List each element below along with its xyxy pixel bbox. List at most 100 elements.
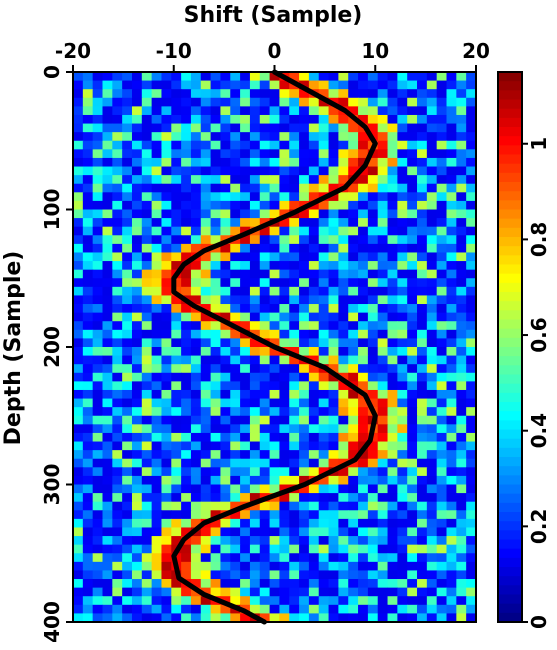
heatmap-cell [171, 450, 182, 460]
heatmap-cell [92, 243, 104, 254]
heatmap-cell [92, 536, 104, 546]
heatmap-cell [259, 450, 271, 460]
heatmap-cell [210, 570, 222, 580]
heatmap-cell [259, 243, 271, 254]
heatmap-cell [397, 381, 408, 391]
heatmap-cell [397, 579, 408, 589]
heatmap-cell [279, 407, 290, 417]
heatmap-cell [200, 398, 212, 408]
heatmap-cell [338, 149, 349, 159]
heatmap-cell [289, 149, 300, 159]
heatmap-cell [102, 450, 113, 460]
heatmap-cell [446, 149, 457, 159]
heatmap-cell [377, 235, 389, 245]
heatmap-cell [367, 364, 379, 374]
heatmap-cell [367, 89, 379, 99]
heatmap-cell [181, 398, 192, 408]
heatmap-cell [377, 329, 389, 339]
heatmap-cell [200, 192, 212, 202]
heatmap-cell [190, 175, 202, 185]
heatmap-cell [112, 209, 123, 219]
heatmap-cell [210, 329, 222, 339]
heatmap-cell [259, 286, 271, 297]
heatmap-cell [92, 261, 104, 271]
heatmap-cell [338, 355, 349, 365]
heatmap-cell [397, 484, 408, 494]
heatmap-cell [279, 114, 290, 125]
heatmap-cell [102, 72, 113, 82]
heatmap-cell [407, 587, 418, 597]
heatmap-cell [318, 209, 330, 219]
heatmap-cell [82, 467, 94, 477]
heatmap-cell [220, 432, 231, 443]
heatmap-cell [417, 441, 428, 451]
heatmap-cell [190, 123, 202, 133]
heatmap-cell [269, 321, 281, 331]
heatmap-cell [122, 579, 133, 589]
heatmap-cell [240, 321, 251, 331]
heatmap-cell [426, 475, 438, 486]
heatmap-cell [456, 278, 467, 288]
heatmap-cell [456, 381, 467, 391]
heatmap-cell [131, 157, 143, 168]
heatmap-cell [466, 613, 477, 623]
heatmap-cell [249, 501, 261, 511]
heatmap-cell [397, 493, 408, 503]
heatmap-cell [308, 269, 320, 279]
heatmap-cell [112, 415, 123, 425]
heatmap-cell [279, 243, 290, 254]
heatmap-cell [318, 450, 330, 460]
heatmap-cell [348, 450, 359, 460]
heatmap-cell [151, 97, 163, 107]
heatmap-cell [230, 570, 241, 580]
heatmap-cell [308, 295, 320, 305]
heatmap-cell [259, 269, 271, 279]
heatmap-cell [348, 97, 359, 107]
heatmap-cell [269, 553, 281, 563]
heatmap-cell [230, 398, 241, 408]
heatmap-cell [299, 475, 310, 486]
heatmap-cell [161, 157, 172, 168]
heatmap-cell [240, 587, 251, 597]
heatmap-cell [181, 518, 192, 529]
heatmap-cell [269, 518, 281, 529]
heatmap-cell [338, 475, 349, 486]
heatmap-cell [112, 269, 123, 279]
heatmap-cell [426, 123, 438, 133]
colorbar-segment [498, 557, 522, 568]
heatmap-cell [200, 295, 212, 305]
heatmap-cell [446, 106, 457, 116]
heatmap-cell [190, 570, 202, 580]
heatmap-cell [377, 123, 389, 133]
heatmap-cell [269, 157, 281, 168]
heatmap-cell [92, 286, 104, 297]
heatmap-cell [446, 613, 457, 623]
heatmap-cell [417, 97, 428, 107]
heatmap-cell [269, 114, 281, 125]
heatmap-cell [73, 97, 84, 107]
heatmap-cell [151, 157, 163, 168]
heatmap-cell [210, 72, 222, 82]
heatmap-cell [426, 261, 438, 271]
heatmap-cell [161, 183, 172, 193]
heatmap-cell [73, 381, 84, 391]
heatmap-cell [102, 381, 113, 391]
colorbar-segment [498, 273, 522, 284]
heatmap-cell [240, 218, 251, 228]
heatmap-cell [367, 329, 379, 339]
heatmap-cell [92, 364, 104, 374]
heatmap-cell [82, 192, 94, 202]
heatmap-cell [407, 347, 418, 357]
heatmap-cell [348, 544, 359, 554]
heatmap-cell [240, 123, 251, 133]
heatmap-cell [407, 321, 418, 331]
heatmap-cell [318, 269, 330, 279]
heatmap-cell [190, 312, 202, 322]
heatmap-cell [131, 441, 143, 451]
heatmap-cell [446, 510, 457, 520]
heatmap-cell [279, 218, 290, 228]
heatmap-cell [417, 355, 428, 365]
colorbar-segment [498, 163, 522, 174]
heatmap-cell [426, 441, 438, 451]
heatmap-cell [240, 338, 251, 348]
